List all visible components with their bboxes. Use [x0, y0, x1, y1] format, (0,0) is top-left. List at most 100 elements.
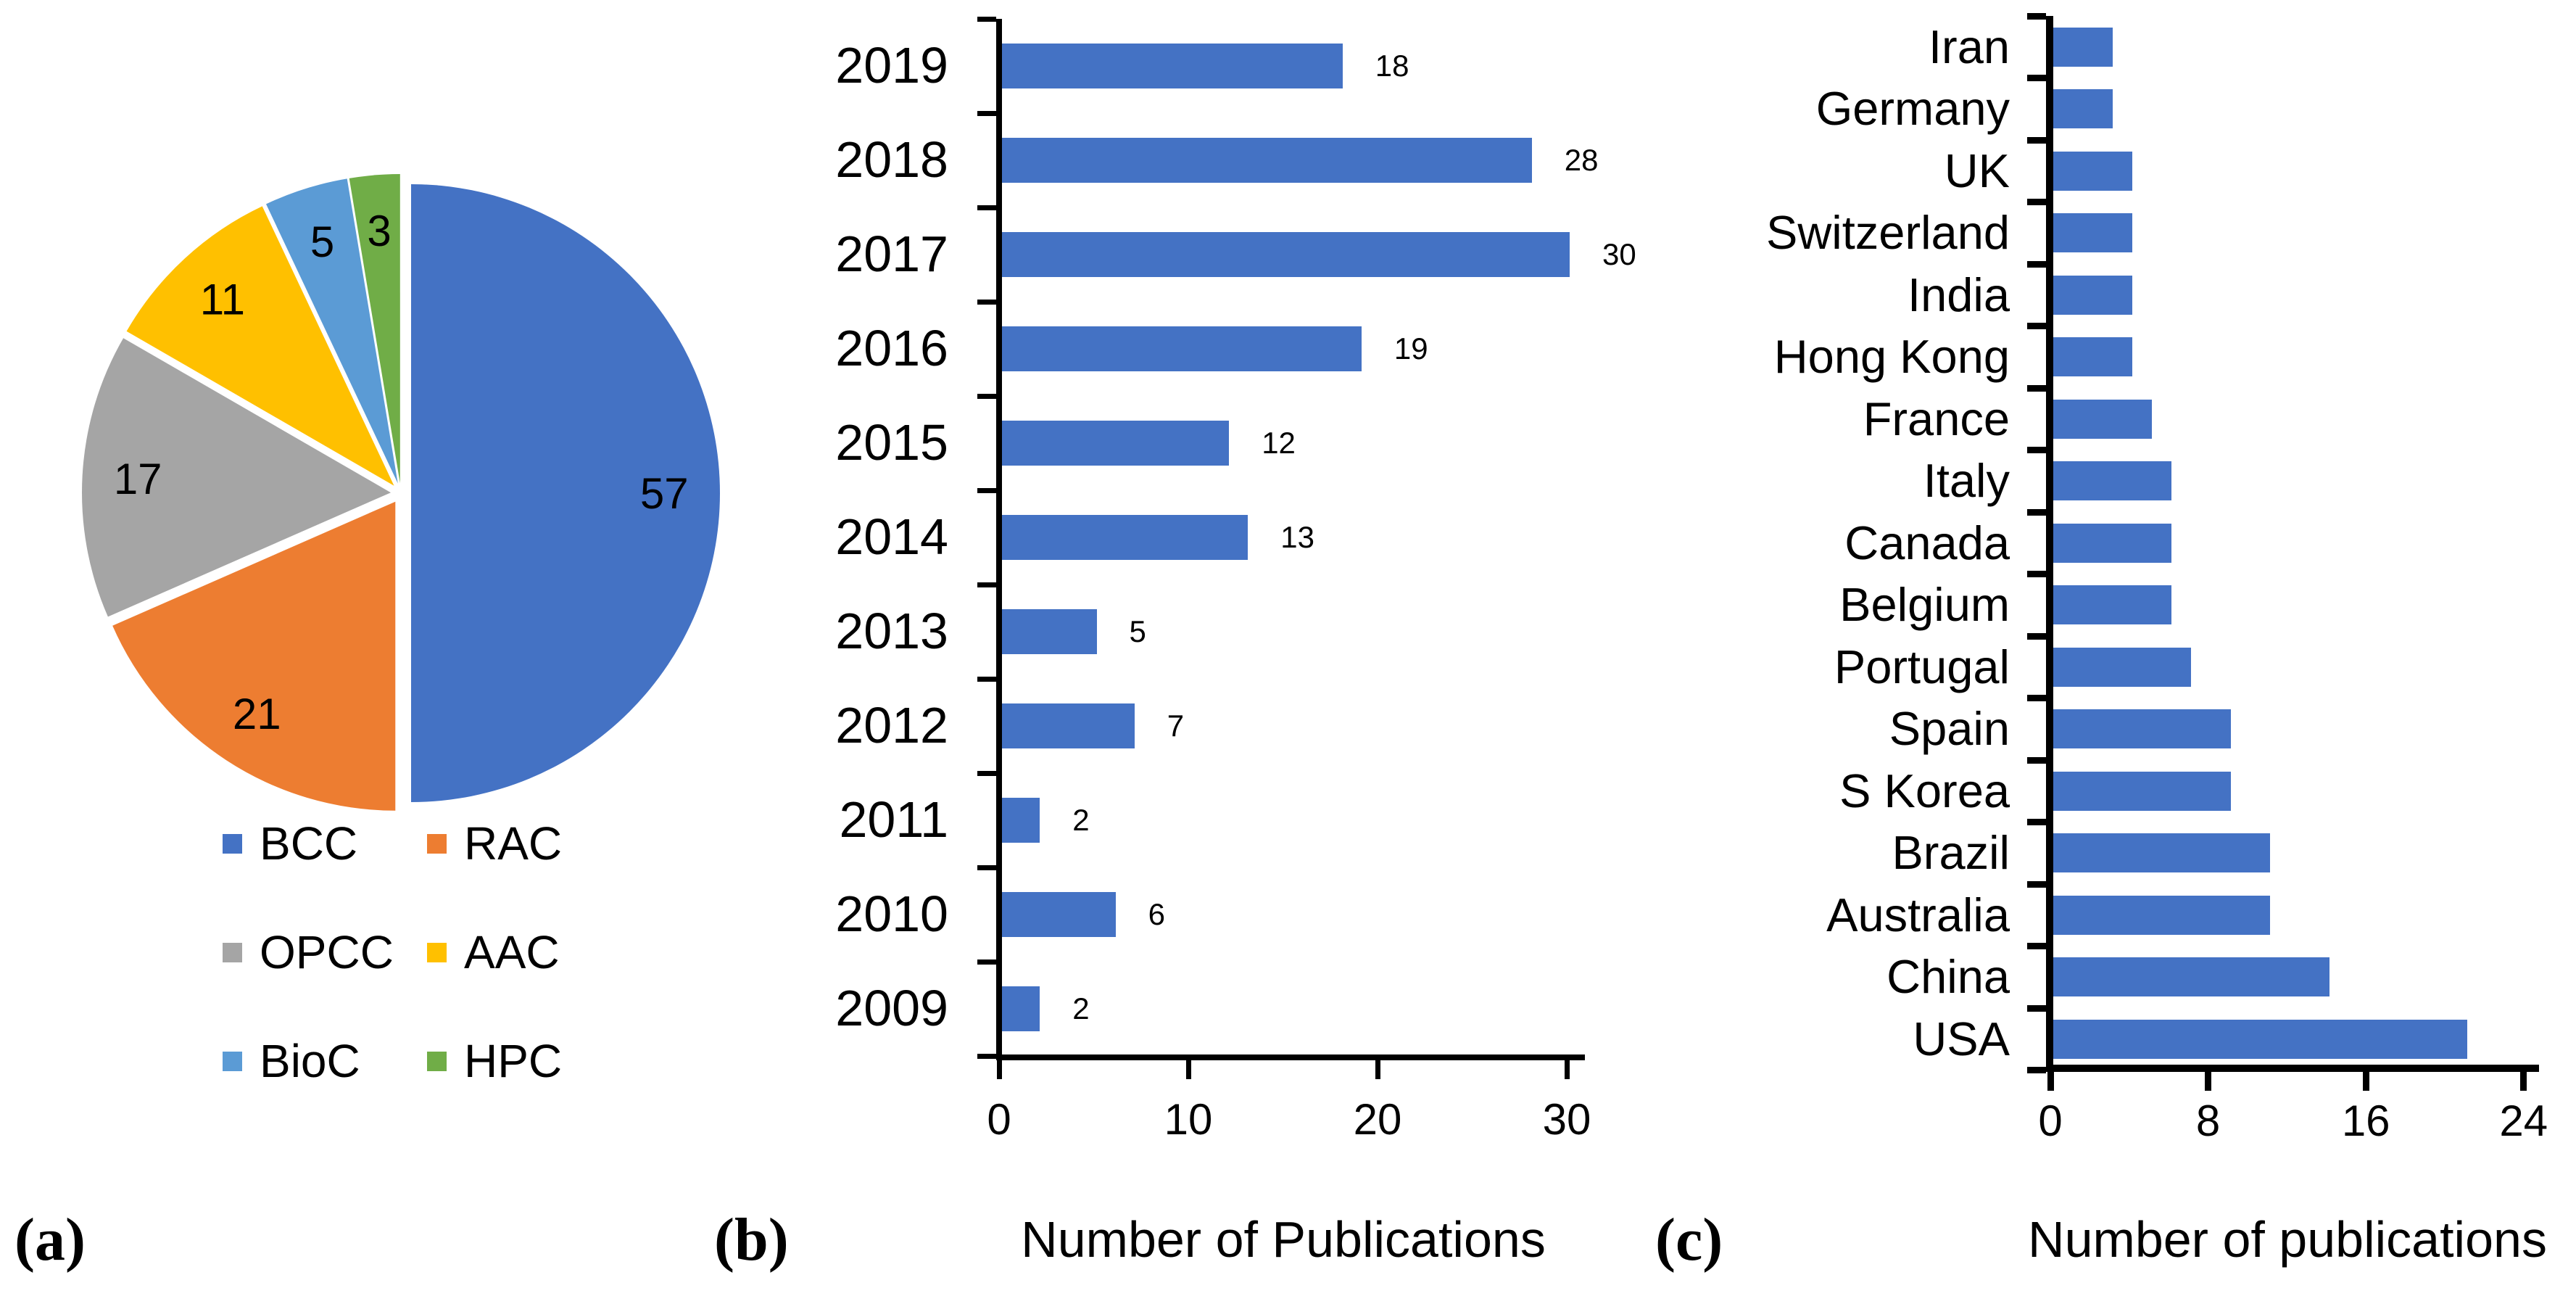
category-label-Australia: Australia: [1826, 888, 2010, 941]
pie-slice-HPC: [349, 174, 400, 483]
category-label-UK: UK: [1944, 144, 2010, 197]
panel-label-a: (a): [15, 1206, 86, 1274]
value-label-2016: 19: [1393, 331, 1428, 366]
publications-by-country-y-tick-7: [2027, 447, 2046, 453]
value-label-2010: 6: [1148, 896, 1165, 931]
value-label-2018: 28: [1564, 142, 1599, 177]
pie-value-label-BioC: 5: [310, 218, 334, 266]
legend-swatch-AAC: [427, 942, 447, 962]
category-label-2018: 2018: [835, 131, 948, 189]
publications-by-country-y-tick-0: [2027, 12, 2046, 20]
pie-slice-RAC: [112, 501, 396, 811]
bar-Iran: [2053, 27, 2113, 67]
publications-by-year-x-tick-30: [1564, 1060, 1570, 1079]
value-label-2014: 13: [1280, 519, 1315, 554]
bar-China: [2053, 957, 2329, 997]
legend-item-AAC: AAC: [427, 928, 560, 976]
legend-swatch-BCC: [223, 833, 242, 854]
legend-swatch-HPC: [427, 1051, 447, 1071]
bar-2011: [1002, 798, 1040, 843]
bar-2019: [1002, 44, 1343, 88]
legend-label-AAC: AAC: [464, 926, 560, 978]
publications-by-year-y-tick-8: [977, 770, 996, 776]
publications-by-country-y-tick-9: [2027, 571, 2046, 577]
bar-Switzerland: [2053, 213, 2132, 253]
legend-label-HPC: HPC: [464, 1035, 563, 1087]
publications-by-country-y-tick-8: [2027, 508, 2046, 516]
bar-Germany: [2053, 89, 2113, 129]
publications-by-country-y-tick-16: [2027, 1004, 2046, 1012]
publications-by-country-y-tick-3: [2027, 199, 2046, 205]
panel-label-c: (c): [1655, 1206, 1723, 1274]
category-label-Portugal: Portugal: [1834, 640, 2010, 693]
value-label-2012: 7: [1167, 708, 1185, 743]
bar-Spain: [2053, 709, 2231, 749]
pie-slice-AAC: [126, 206, 394, 486]
legend-label-BCC: BCC: [260, 817, 358, 870]
category-label-Italy: Italy: [1923, 454, 2010, 508]
legend-swatch-OPCC: [223, 942, 242, 962]
pie-value-label-AAC: 11: [200, 276, 245, 324]
publications-by-year-x-axis: [996, 1054, 1585, 1060]
category-label-USA: USA: [1913, 1012, 2010, 1065]
publications-by-country-y-tick-14: [2027, 880, 2046, 888]
publications-by-year-y-tick-11: [977, 1053, 996, 1059]
publications-by-year-y-tick-10: [977, 959, 996, 965]
pie-chart: 57 21 17 11 5 3: [82, 174, 720, 811]
pie-slice-OPCC: [82, 338, 392, 617]
publications-by-country-y-tick-17: [2027, 1067, 2046, 1073]
category-label-Spain: Spain: [1889, 702, 2010, 756]
category-label-France: France: [1863, 392, 2010, 445]
bar-USA: [2053, 1019, 2468, 1059]
x-axis-title-country-chart: Number of publications: [2028, 1211, 2547, 1268]
publications-by-country-y-tick-12: [2027, 756, 2046, 764]
category-label-Iran: Iran: [1928, 20, 2010, 73]
legend-swatch-BioC: [223, 1051, 242, 1071]
publications-by-country-x-tick-24: [2520, 1072, 2527, 1091]
publications-by-year-y-tick-0: [977, 16, 996, 22]
publications-by-country-y-tick-11: [2027, 695, 2046, 701]
publications-by-year-x-tick-label-30: 30: [1542, 1095, 1591, 1144]
pie-slice-BioC: [266, 178, 398, 484]
publications-by-year-x-tick-20: [1375, 1060, 1380, 1079]
category-label-Switzerland: Switzerland: [1766, 206, 2010, 260]
publications-by-country-y-tick-5: [2027, 323, 2046, 329]
pie-value-label-OPCC: 17: [114, 455, 162, 503]
value-label-2019: 18: [1375, 48, 1409, 83]
legend-label-OPCC: OPCC: [260, 926, 394, 978]
publications-by-country-x-tick-label-24: 24: [2499, 1097, 2548, 1145]
bar-France: [2053, 399, 2152, 439]
publications-by-year-y-axis: [996, 19, 1002, 1060]
legend-item-RAC: RAC: [427, 820, 562, 867]
category-label-Germany: Germany: [1815, 82, 2010, 136]
publications-by-year-x-tick-label-0: 0: [987, 1095, 1011, 1144]
legend-item-BCC: BCC: [223, 820, 357, 867]
bar-Portugal: [2053, 647, 2192, 687]
publications-by-year-y-tick-3: [977, 299, 996, 305]
publications-by-country-x-tick-0: [2047, 1072, 2054, 1091]
bar-2017: [1002, 232, 1570, 277]
legend-item-HPC: HPC: [427, 1037, 562, 1085]
bar-2009: [1002, 986, 1040, 1031]
publications-by-year-y-tick-2: [977, 205, 996, 210]
bar-UK: [2053, 151, 2132, 191]
publications-by-country-y-tick-6: [2027, 384, 2046, 392]
publications-by-year-y-tick-7: [977, 676, 996, 682]
bar-2010: [1002, 892, 1116, 937]
publications-by-country-y-tick-13: [2027, 819, 2046, 825]
bar-2018: [1002, 138, 1532, 183]
category-label-India: India: [1908, 268, 2010, 321]
publications-by-country-y-tick-2: [2027, 136, 2046, 144]
category-label-2009: 2009: [835, 980, 948, 1037]
bar-India: [2053, 275, 2132, 315]
legend-swatch-RAC: [427, 833, 447, 854]
publications-by-country-x-tick-label-0: 0: [2038, 1097, 2063, 1145]
publications-by-year-y-tick-1: [977, 110, 996, 116]
value-label-2013: 5: [1129, 614, 1146, 648]
publications-by-year-y-tick-4: [977, 393, 996, 399]
publications-by-year-y-tick-9: [977, 864, 996, 870]
bar-2013: [1002, 609, 1097, 654]
pie-slice-BCC: [411, 184, 720, 802]
bar-2016: [1002, 326, 1362, 371]
